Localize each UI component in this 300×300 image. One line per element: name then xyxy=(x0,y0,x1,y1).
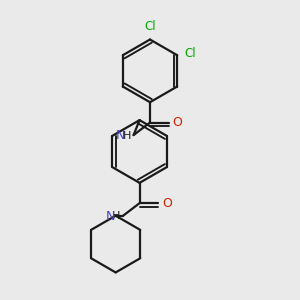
Text: H: H xyxy=(112,211,121,221)
Text: O: O xyxy=(162,197,172,210)
Text: Cl: Cl xyxy=(184,47,196,60)
Text: N: N xyxy=(116,129,125,142)
Text: O: O xyxy=(172,116,182,129)
Text: Cl: Cl xyxy=(144,20,156,33)
Text: H: H xyxy=(123,131,131,141)
Text: N: N xyxy=(105,210,115,223)
